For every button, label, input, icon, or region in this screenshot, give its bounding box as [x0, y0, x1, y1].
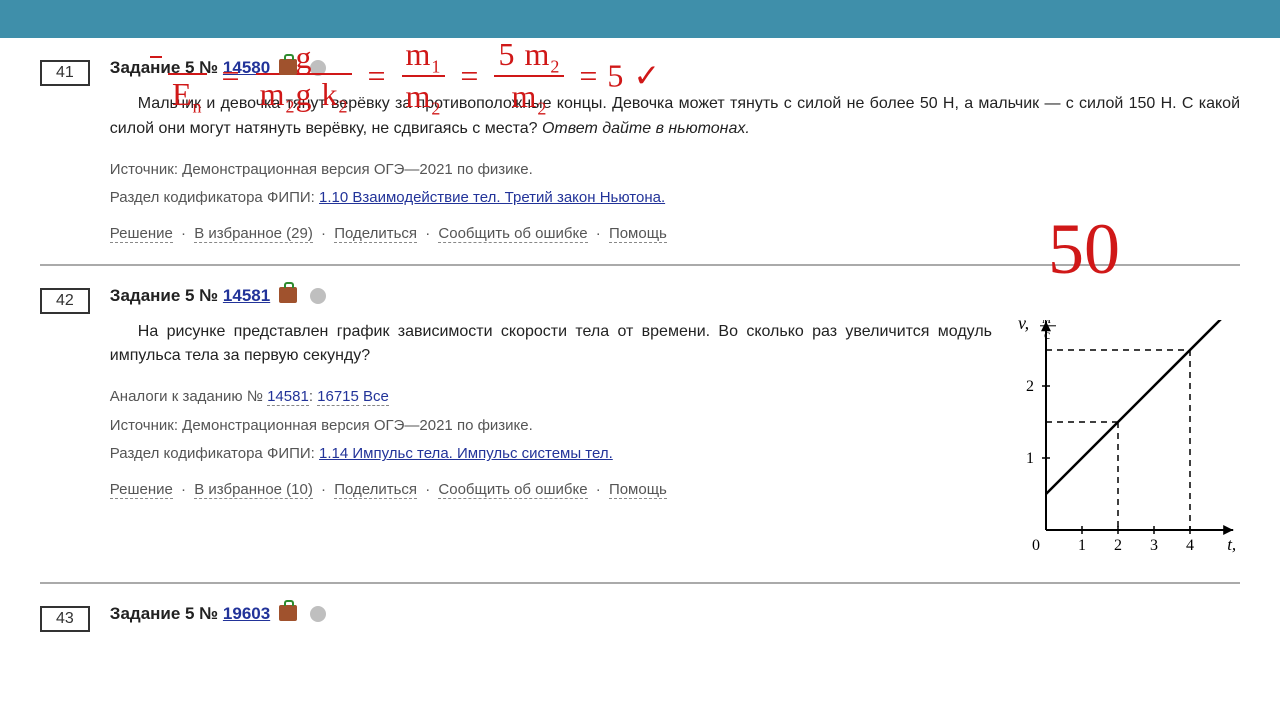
codifier-link[interactable]: 1.10 Взаимодействие тел. Третий закон Нь…	[319, 189, 665, 206]
briefcase-icon[interactable]	[279, 605, 297, 621]
status-dot-icon[interactable]	[310, 606, 326, 622]
content: 41 Задание 5 № 14580 Мальчик и девочка т…	[0, 38, 1280, 648]
meta-codifier: Раздел кодификатора ФИПИ: 1.10 Взаимодей…	[110, 184, 1240, 213]
solution-link[interactable]: Решение	[110, 225, 173, 243]
problem-text: Мальчик и девочка тянут верёвку за проти…	[110, 92, 1240, 142]
analog-link[interactable]: 16715	[317, 388, 359, 406]
status-dot-icon[interactable]	[310, 60, 326, 76]
action-row: Решение · В избранное (10) · Поделиться …	[110, 481, 992, 498]
task-header: Задание 5 № 14580	[110, 58, 1240, 78]
briefcase-icon[interactable]	[279, 59, 297, 75]
solution-link[interactable]: Решение	[110, 481, 173, 499]
task-42: 42 Задание 5 № 14581 На рисунке представ…	[40, 266, 1240, 560]
briefcase-icon[interactable]	[279, 287, 297, 303]
analog-self-link[interactable]: 14581	[267, 388, 309, 406]
analog-all-link[interactable]: Все	[363, 388, 389, 406]
task-header: Задание 5 № 19603	[110, 604, 1240, 624]
task-41: 41 Задание 5 № 14580 Мальчик и девочка т…	[40, 38, 1240, 242]
task-id-link[interactable]: 14580	[223, 58, 270, 77]
svg-text:2: 2	[1114, 537, 1122, 554]
meta-source: Источник: Демонстрационная версия ОГЭ—20…	[110, 156, 1240, 185]
svg-text:2: 2	[1026, 378, 1034, 395]
top-bar	[0, 0, 1280, 38]
action-row: Решение · В избранное (29) · Поделиться …	[110, 225, 1240, 242]
share-link[interactable]: Поделиться	[334, 481, 417, 499]
task-43: 43 Задание 5 № 19603	[40, 584, 1240, 648]
task-number: 42	[40, 288, 90, 314]
meta-source: Источник: Демонстрационная версия ОГЭ—20…	[110, 412, 992, 441]
share-link[interactable]: Поделиться	[334, 225, 417, 243]
status-dot-icon[interactable]	[310, 288, 326, 304]
report-link[interactable]: Сообщить об ошибке	[438, 481, 587, 499]
svg-text:v,: v,	[1018, 320, 1029, 333]
task-id-link[interactable]: 14581	[223, 286, 270, 305]
svg-text:1: 1	[1026, 450, 1034, 467]
task-number: 41	[40, 60, 90, 86]
task-id-link[interactable]: 19603	[223, 604, 270, 623]
velocity-time-graph: 0123412v,мсt, с	[1010, 320, 1240, 560]
favorite-link[interactable]: В избранное (10)	[194, 481, 313, 499]
codifier-link[interactable]: 1.14 Импульс тела. Импульс системы тел.	[319, 445, 613, 462]
problem-text: На рисунке представлен график зависимост…	[110, 320, 992, 370]
svg-text:с: с	[1044, 327, 1050, 342]
svg-text:3: 3	[1150, 537, 1158, 554]
meta-codifier: Раздел кодификатора ФИПИ: 1.14 Импульс т…	[110, 440, 992, 469]
task-header: Задание 5 № 14581	[110, 286, 1240, 306]
svg-text:4: 4	[1186, 537, 1194, 554]
favorite-link[interactable]: В избранное (29)	[194, 225, 313, 243]
svg-text:1: 1	[1078, 537, 1086, 554]
help-link[interactable]: Помощь	[609, 481, 667, 499]
meta-analogs: Аналоги к заданию № 14581: 16715 Все	[110, 383, 992, 412]
help-link[interactable]: Помощь	[609, 225, 667, 243]
svg-text:0: 0	[1032, 537, 1040, 554]
task-number: 43	[40, 606, 90, 632]
svg-text:t, с: t, с	[1227, 535, 1240, 554]
report-link[interactable]: Сообщить об ошибке	[438, 225, 587, 243]
